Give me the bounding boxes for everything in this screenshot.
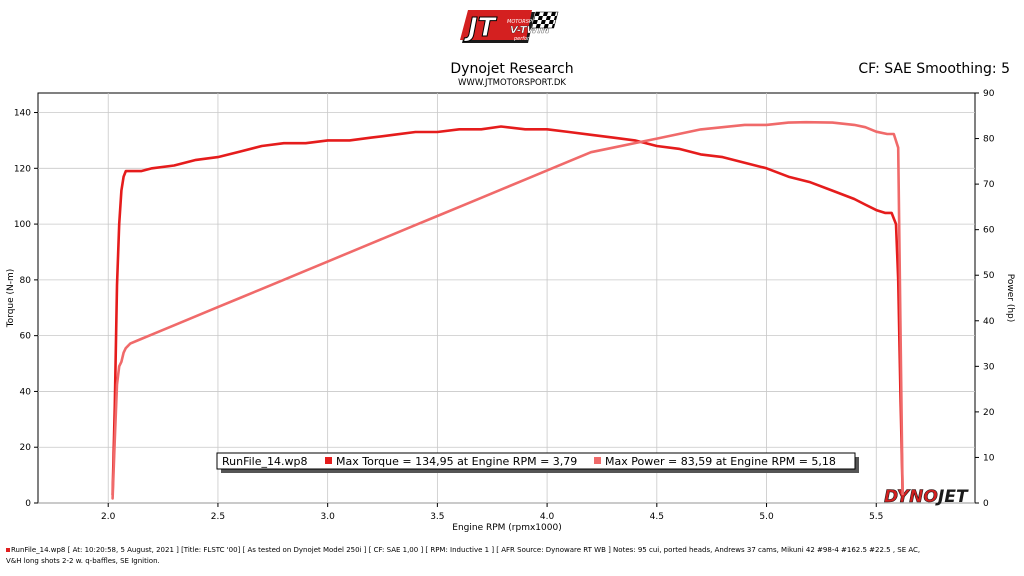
- logo-sub3-text: performance: [513, 36, 546, 42]
- checkered-flag-icon: [531, 11, 559, 29]
- left-tick-label: 60: [20, 332, 32, 342]
- plot-area: [37, 92, 976, 504]
- x-tick-label: 3.5: [430, 512, 444, 522]
- run-notes-footer: RunFile_14.wp8 [ At: 10:20:58, 5 August,…: [6, 545, 1018, 567]
- chart-title: Dynojet Research: [450, 61, 573, 77]
- left-tick-label: 20: [20, 443, 32, 453]
- x-axis-ticks: 2.0 2.5 3.0 3.5 4.0 4.5 5.0 5.5: [101, 503, 883, 522]
- legend-run-file: RunFile_14.wp8: [222, 455, 307, 468]
- right-tick-label: 50: [983, 271, 995, 281]
- right-tick-label: 40: [983, 317, 995, 327]
- right-tick-label: 30: [983, 362, 995, 372]
- dynojet-watermark: DYNO JET: [884, 487, 969, 508]
- watermark-jet-text: JET: [935, 487, 969, 507]
- x-tick-label: 2.0: [101, 512, 116, 522]
- left-tick-label: 140: [14, 109, 31, 119]
- right-tick-label: 90: [983, 89, 995, 99]
- left-tick-label: 120: [14, 164, 31, 174]
- right-tick-label: 70: [983, 180, 995, 190]
- logo-brand-text: JT: [463, 13, 498, 43]
- run-marker-icon: [6, 548, 10, 552]
- x-tick-label: 4.0: [540, 512, 555, 522]
- legend-torque-swatch: [325, 457, 332, 464]
- legend-power-swatch: [594, 457, 601, 464]
- right-tick-label: 80: [983, 135, 995, 145]
- left-tick-label: 40: [20, 387, 32, 397]
- right-tick-label: 0: [983, 499, 989, 509]
- series-group: [111, 120, 904, 500]
- x-tick-label: 4.5: [650, 512, 664, 522]
- legend-max-power: Max Power = 83,59 at Engine RPM = 5,18: [605, 455, 836, 468]
- cf-smoothing-label: CF: SAE Smoothing: 5: [858, 61, 1010, 77]
- left-axis-label: Torque (N-m): [6, 269, 16, 329]
- power-line: [111, 120, 904, 500]
- right-axis-label: Power (hp): [1005, 274, 1015, 323]
- left-tick-label: 80: [20, 276, 32, 286]
- website-text: WWW.JTMOTORSPORT.DK: [458, 78, 566, 88]
- watermark-dyno-text: DYNO: [884, 487, 938, 507]
- logo-sub1-text: MOTORSPORT: [507, 19, 543, 25]
- x-tick-label: 2.5: [211, 512, 225, 522]
- torque-line: [111, 125, 904, 496]
- grid-lines: [38, 93, 975, 504]
- right-tick-label: 60: [983, 226, 995, 236]
- x-axis-label: Engine RPM (rpmx1000): [452, 523, 561, 533]
- left-tick-label: 100: [14, 220, 31, 230]
- x-tick-label: 3.0: [320, 512, 335, 522]
- right-axis-ticks: 0 10 20 30 40 50 60 70 80 90: [975, 89, 995, 509]
- legend-max-torque: Max Torque = 134,95 at Engine RPM = 3,79: [336, 455, 577, 468]
- x-tick-label: 5.5: [869, 512, 883, 522]
- left-axis-ticks: 0 20 40 60 80 100 120 140: [14, 109, 38, 509]
- x-tick-label: 5.0: [759, 512, 774, 522]
- footer-line-1: RunFile_14.wp8 [ At: 10:20:58, 5 August,…: [6, 545, 1018, 556]
- footer-line-2: V&H long shots 2-2 w. q-baffles, SE Igni…: [6, 557, 160, 565]
- legend: RunFile_14.wp8 Max Torque = 134,95 at En…: [216, 452, 859, 473]
- right-tick-label: 10: [983, 453, 995, 463]
- left-tick-label: 0: [25, 499, 31, 509]
- logo-sub2-text: V-TWIN: [510, 25, 550, 36]
- right-tick-label: 20: [983, 408, 995, 418]
- footer-line-1-text: RunFile_14.wp8 [ At: 10:20:58, 5 August,…: [11, 546, 921, 554]
- logo: JT MOTORSPORT V-TWIN performance: [460, 10, 559, 44]
